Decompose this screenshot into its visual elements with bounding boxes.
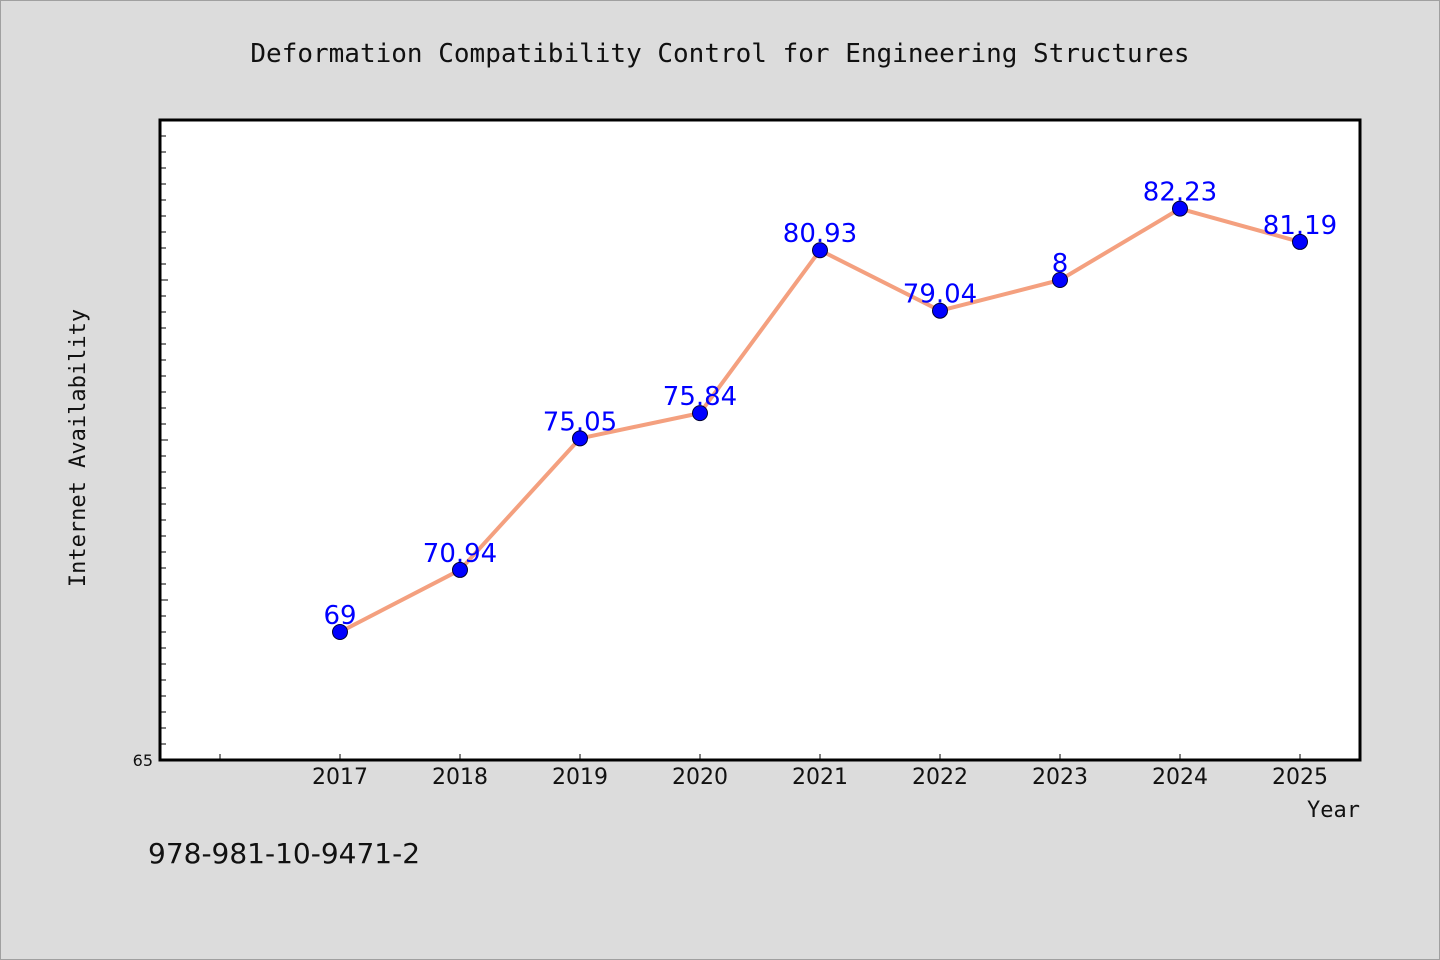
x-tick-label: 2023	[1032, 765, 1088, 790]
x-tick-label: 2024	[1152, 765, 1208, 790]
data-labels-layer: 69 70.94 75.05 75.84 80.93 79.04 8 82.23 81.19	[323, 178, 1337, 631]
x-tick-label: 2021	[792, 765, 848, 790]
data-label: 79.04	[903, 280, 977, 310]
data-point	[332, 624, 348, 640]
data-point	[692, 405, 708, 422]
x-tick-label: 2019	[552, 765, 608, 790]
data-label: 82.23	[1143, 178, 1217, 208]
data-point	[932, 302, 948, 319]
data-point	[572, 430, 588, 447]
x-tick-label: 2017	[312, 765, 368, 790]
data-label: 81.19	[1263, 211, 1337, 241]
y-tick-label: 65	[133, 751, 153, 770]
x-tick-label: 2020	[672, 765, 728, 790]
data-label: 69	[323, 601, 356, 631]
data-point	[1172, 200, 1188, 217]
data-label: 80.93	[783, 219, 857, 249]
isbn-text: 978-981-10-9471-2	[148, 837, 420, 870]
series-points-layer	[332, 200, 1308, 640]
x-tick-label: 2022	[912, 765, 968, 790]
data-label: 75.05	[543, 407, 617, 437]
plot-area	[158, 118, 1362, 762]
data-point	[812, 242, 828, 259]
y-axis-title: Internet Availability	[66, 309, 91, 587]
data-point	[1052, 272, 1068, 288]
data-point	[1292, 233, 1308, 250]
data-label: 8	[1052, 249, 1069, 279]
chart-title: Deformation Compatibility Control for En…	[250, 39, 1189, 69]
x-axis-title: Year	[1307, 798, 1360, 823]
data-label: 70.94	[423, 539, 497, 569]
x-tick-label: 2018	[432, 765, 488, 790]
data-point	[452, 561, 468, 578]
axis-ticks: 2017 2018 2019 2020 2021 2022 2023 2024 2025 65	[133, 135, 1328, 790]
x-tick-label: 2025	[1272, 765, 1328, 790]
data-label: 75.84	[663, 382, 737, 412]
